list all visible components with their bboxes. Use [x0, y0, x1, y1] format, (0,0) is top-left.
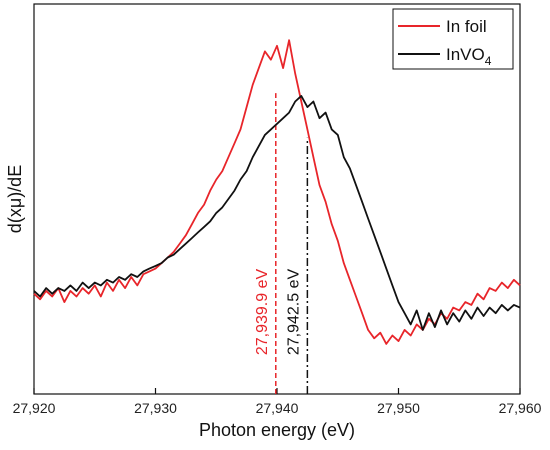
x-tick-label: 27,940	[256, 400, 299, 416]
x-tick-label: 27,930	[134, 400, 177, 416]
legend-label-invo4-subscript: 4	[485, 54, 492, 68]
annotation-label-2: 27,942.5 eV	[285, 269, 302, 356]
legend-label-invo4: InVO4	[446, 45, 492, 68]
annotation-label-1: 27,939.9 eV	[254, 269, 271, 356]
x-tick-label: 27,950	[377, 400, 420, 416]
x-axis-title: Photon energy (eV)	[199, 420, 355, 440]
legend-label-invo4-base: InVO	[446, 45, 485, 64]
x-axis-ticks: 27,920 27,930 27,940 27,950 27,960	[13, 388, 542, 416]
x-tick-label: 27,920	[13, 400, 56, 416]
legend: In foil InVO4	[392, 8, 514, 70]
legend-label-in-foil: In foil	[446, 17, 487, 36]
y-axis-title: d(xμ)/dE	[5, 165, 25, 233]
annotation-lines	[275, 93, 309, 394]
legend-box	[392, 8, 514, 70]
annotation-labels: 27,939.9 eV 27,942.5 eV	[254, 269, 303, 356]
x-tick-label: 27,960	[499, 400, 542, 416]
series-lines	[33, 39, 521, 345]
series-line-in-foil	[33, 39, 521, 345]
series-line-invo4	[33, 95, 521, 331]
